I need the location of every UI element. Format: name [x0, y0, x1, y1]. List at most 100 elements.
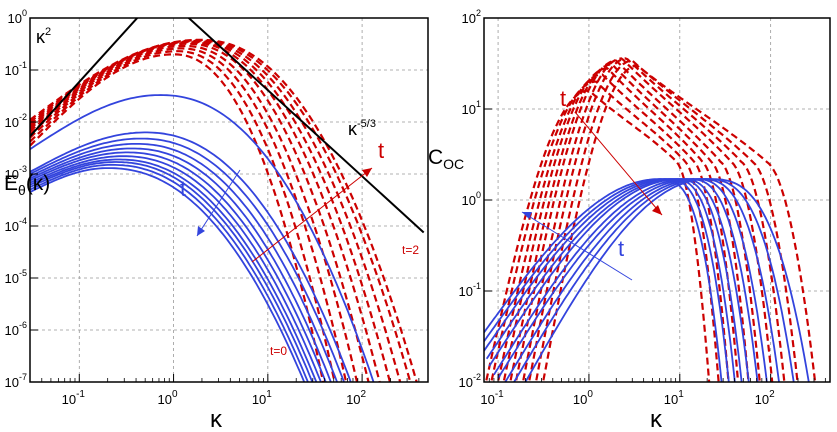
blue-series-line-1: [30, 131, 352, 382]
right-blue-series-line-6: [497, 178, 768, 382]
annotation-right-blue-time: t: [618, 236, 624, 261]
blue-series-line-5: [30, 151, 327, 382]
right-red-series-line-4: [509, 63, 750, 382]
red-series-line-9: [30, 38, 418, 382]
chart-left-reference-lines: [30, 18, 425, 234]
xtick-label-0: 10-1: [62, 389, 86, 407]
red-series-line-0: [30, 53, 325, 382]
chart-left-grid: [30, 18, 428, 382]
right-red-time-arrow: [574, 111, 663, 216]
right-blue-series-line-5: [493, 178, 759, 382]
chart-right-xlabel: κ: [650, 406, 663, 432]
right-blue-series-line-8: [513, 178, 795, 382]
chart-left-blue-series: [30, 94, 375, 382]
right-blue-series-line-9: [524, 178, 810, 382]
chart-right-ticks: [484, 17, 826, 383]
right-red-series-line-9: [541, 64, 817, 382]
red-time-arrow: [251, 167, 373, 263]
annotation-slope-kappa-minus-5-3: κ-5/3: [348, 118, 376, 139]
chart-right-ylabel-sub: OC: [443, 156, 464, 172]
annotation-slope-kappa-2: κ2: [36, 26, 51, 47]
chart-right-grid: [484, 18, 830, 382]
ytick-label-2: 10-5: [5, 268, 27, 286]
blue-series-line-8: [30, 161, 314, 382]
red-series-line-4: [30, 42, 370, 382]
xtick-label-1: 100: [573, 389, 593, 407]
blue-series-line-9: [30, 163, 309, 382]
right-blue-series-line-7: [504, 178, 780, 382]
ytick-label-1: 10-6: [5, 320, 27, 338]
ytick-label-0: 10-7: [5, 372, 27, 390]
blue-time-arrowhead: [197, 226, 205, 236]
annotation-t2: t=2: [402, 243, 419, 257]
chart-right-time-arrows: [521, 111, 663, 281]
right-red-series-line-2: [496, 73, 730, 382]
reference-line-0: [30, 18, 139, 137]
chart-left-xlabel: κ: [210, 406, 223, 432]
chart-left-ylabel-main: E: [4, 172, 18, 195]
chart-left-tick-labels: 10-1 100 101 102 10-7 10-6 10-5 10-4 10-3 10-2 10-…: [5, 8, 367, 407]
ytick-label-5: 10-2: [5, 112, 27, 130]
xtick-label-3: 102: [755, 389, 775, 407]
chart-right-ylabel-main: C: [428, 146, 443, 169]
red-series-line-8: [30, 39, 412, 382]
right-red-series-line-0: [484, 89, 711, 382]
ytick-label-1: 10-1: [459, 281, 481, 299]
xtick-label-0: 10-1: [480, 389, 504, 407]
ytick-label-0: 10-2: [459, 372, 481, 390]
annotation-red-time: t: [378, 138, 384, 163]
blue-series-line-2: [30, 137, 345, 382]
right-blue-series-line-0: [484, 178, 723, 382]
red-series-line-2: [30, 47, 348, 382]
chart-left-ylabel: Eθ(κ): [4, 172, 50, 198]
ytick-label-2: 100: [462, 190, 481, 208]
right-red-series-line-8: [534, 59, 799, 382]
red-series-line-1: [30, 50, 336, 382]
ytick-label-6: 10-1: [5, 60, 27, 78]
right-red-series-line-6: [521, 57, 774, 382]
blue-series-line-6: [30, 155, 322, 382]
right-blue-time-arrow: [521, 211, 633, 281]
chart-right-red-series: [484, 57, 817, 382]
blue-series-line-3: [30, 143, 339, 382]
red-series-line-5: [30, 41, 381, 382]
red-series-line-3: [30, 44, 359, 382]
blue-series-line-0: [30, 94, 375, 382]
ytick-label-3: 10-4: [5, 216, 27, 234]
ytick-label-4: 10-3: [5, 164, 27, 182]
chart-right-ylabel: COC: [428, 146, 464, 172]
xtick-label-2: 101: [664, 389, 684, 407]
blue-series-line-10: [30, 167, 306, 382]
chart-left-ylabel-tail: (κ): [26, 172, 51, 195]
right-blue-time-arrowhead: [522, 212, 532, 219]
chart-left-ylabel-sub: θ: [18, 182, 26, 198]
ytick-label-7: 100: [8, 8, 27, 26]
blue-series-line-4: [30, 147, 332, 382]
chart-left-red-series: [30, 38, 418, 382]
right-blue-series-line-1: [484, 178, 730, 382]
chart-left-energy-spectrum: 10-1 100 101 102 10-7 10-6 10-5 10-4 10-3 10-2 10-…: [4, 8, 429, 432]
ytick-label-3: 101: [462, 99, 481, 117]
right-blue-series-line-4: [488, 178, 750, 382]
chart-left-frame: [29, 17, 429, 383]
xtick-label-1: 100: [158, 389, 178, 407]
reference-line-1: [187, 18, 425, 234]
chart-left-time-arrows: [196, 167, 373, 263]
right-red-series-line-3: [502, 67, 740, 382]
chart-left-ticks: [30, 17, 420, 383]
right-blue-series-line-2: [484, 178, 736, 382]
blue-series-line-7: [30, 158, 318, 382]
right-blue-series-line-3: [485, 178, 743, 382]
red-series-line-6: [30, 40, 392, 382]
xtick-label-2: 101: [252, 389, 272, 407]
annotation-blue-time: t: [180, 176, 186, 201]
right-red-series-line-7: [527, 57, 786, 382]
xtick-label-3: 102: [346, 389, 366, 407]
annotation-right-red-time: t: [560, 86, 566, 111]
red-time-arrowhead: [362, 168, 372, 177]
ytick-label-4: 102: [462, 8, 481, 26]
annotation-t0: t=0: [270, 344, 287, 358]
